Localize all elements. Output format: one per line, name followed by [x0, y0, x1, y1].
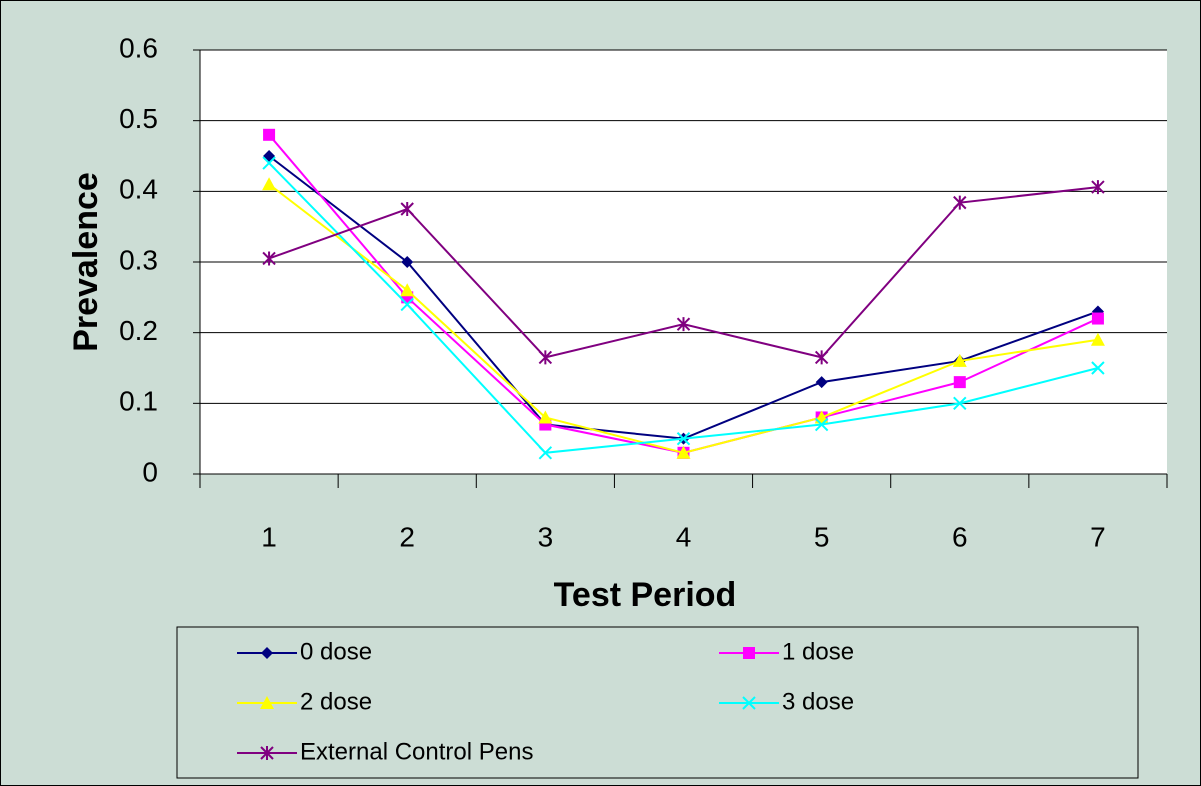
marker — [1091, 361, 1105, 375]
legend-label: External Control Pens — [300, 738, 533, 765]
marker — [1090, 332, 1105, 346]
marker — [952, 353, 967, 367]
marker — [538, 446, 553, 460]
x-tick-label: 3 — [538, 521, 554, 552]
marker — [262, 177, 277, 191]
marker — [1091, 312, 1104, 325]
marker — [676, 317, 691, 332]
y-tick-label: 0.3 — [119, 244, 158, 275]
marker — [814, 417, 829, 432]
marker — [400, 202, 414, 216]
marker — [953, 396, 967, 411]
y-tick-label: 0.6 — [119, 32, 158, 63]
marker — [262, 251, 276, 266]
y-tick-label: 0.2 — [119, 315, 158, 346]
marker — [815, 376, 828, 389]
y-axis-title: Prevalence — [67, 172, 105, 352]
marker — [742, 696, 756, 710]
y-tick-label: 0.4 — [119, 174, 158, 205]
legend-label: 2 dose — [300, 688, 372, 715]
x-tick-label: 5 — [814, 521, 830, 552]
x-tick-label: 2 — [399, 521, 415, 552]
marker — [261, 647, 273, 659]
marker — [538, 350, 553, 365]
marker — [260, 746, 274, 760]
x-tick-label: 6 — [952, 521, 968, 552]
marker — [743, 647, 755, 659]
marker — [260, 696, 274, 709]
x-tick-label: 4 — [676, 521, 692, 552]
marker — [400, 297, 414, 312]
legend — [176, 626, 1139, 779]
x-tick-label: 7 — [1090, 521, 1106, 552]
marker — [262, 156, 276, 170]
y-tick-label: 0.5 — [119, 103, 158, 134]
marker — [401, 256, 414, 268]
x-axis-title: Test Period — [554, 576, 737, 614]
legend-label: 0 dose — [300, 638, 372, 665]
y-tick-label: 0.1 — [119, 386, 158, 417]
marker — [263, 128, 276, 141]
legend-label: 3 dose — [782, 688, 854, 715]
marker — [676, 445, 691, 459]
legend-label: 1 dose — [782, 638, 854, 665]
y-tick-label: 0 — [142, 456, 158, 487]
marker — [953, 195, 967, 210]
marker — [538, 410, 553, 424]
marker — [676, 431, 691, 446]
marker — [953, 376, 966, 389]
x-tick-label: 1 — [261, 521, 277, 552]
marker — [400, 283, 415, 297]
marker — [814, 350, 829, 365]
marker — [1091, 180, 1105, 195]
